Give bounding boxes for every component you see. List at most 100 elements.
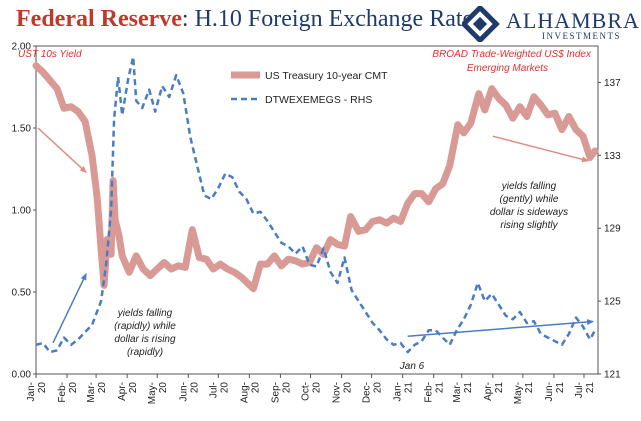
chart-title-bold: Federal Reserve bbox=[16, 6, 182, 32]
x-tick-year: 21 bbox=[524, 382, 535, 394]
trend-arrow-red bbox=[37, 127, 87, 173]
x-tick-month: Apr- bbox=[117, 382, 128, 401]
trend-arrow-blue bbox=[52, 273, 87, 344]
logo-emblem-icon bbox=[460, 4, 500, 44]
right-tick-label: 129 bbox=[604, 224, 621, 235]
chart-title-rest: : H.10 Foreign Exchange Rates bbox=[181, 6, 483, 32]
x-tick-label: Jul- 21 bbox=[574, 382, 596, 399]
x-tick-year: 21 bbox=[435, 382, 446, 394]
x-tick-year: 20 bbox=[97, 382, 108, 394]
x-tick-label: Jan- 21 bbox=[393, 382, 415, 402]
legend-label-dollar: DTWEXEMEGS - RHS bbox=[265, 94, 372, 106]
annotation-late-line4: rising slightly bbox=[500, 220, 558, 231]
annotation-early-line2: (rapidly) while bbox=[114, 321, 176, 332]
left-axis-label: UST 10s Yield bbox=[18, 49, 82, 60]
x-tick-month: Oct- bbox=[300, 382, 311, 401]
x-tick-label: Feb- 20 bbox=[57, 382, 79, 403]
x-tick-month: Feb- bbox=[424, 382, 435, 403]
x-tick-label: Apr- 21 bbox=[483, 382, 505, 401]
annotation-early-line4: (rapidly) bbox=[127, 347, 163, 358]
trend-arrow-red bbox=[492, 135, 589, 163]
x-tick-month: Apr- bbox=[483, 382, 494, 401]
brand-logo: ALHAMBRA INVESTMENTS bbox=[460, 4, 640, 44]
x-tick-label: Aug- 20 bbox=[239, 382, 261, 404]
x-tick-label: Oct- 20 bbox=[300, 382, 322, 401]
left-tick-label: 0.00 bbox=[12, 370, 32, 381]
x-tick-year: 20 bbox=[37, 382, 48, 394]
legend: US Treasury 10-year CMT DTWEXEMEGS - RHS bbox=[231, 70, 388, 106]
yield-series bbox=[32, 62, 599, 293]
x-tick-month: May- bbox=[147, 382, 158, 404]
x-tick-month: Nov- bbox=[332, 382, 343, 403]
x-tick-label: Mar- 21 bbox=[452, 382, 474, 403]
right-tick-label: 137 bbox=[604, 78, 621, 89]
x-tick-month: Feb- bbox=[57, 382, 68, 403]
left-tick-label: 1.50 bbox=[12, 124, 32, 135]
annotation-late-line1: yields falling bbox=[501, 181, 557, 192]
logo-subtitle: INVESTMENTS bbox=[542, 31, 621, 41]
x-tick-label: Jun- 21 bbox=[544, 382, 566, 402]
x-tick-label: Jan- 20 bbox=[26, 382, 48, 402]
x-tick-year: 20 bbox=[189, 382, 200, 394]
left-tick-label: 1.00 bbox=[12, 206, 32, 217]
x-tick-year: 20 bbox=[158, 382, 169, 394]
trend-arrow-blue bbox=[407, 319, 594, 338]
chart-title: Federal Reserve: H.10 Foreign Exchange R… bbox=[16, 6, 483, 33]
right-axis-label-line2: Emerging Markets bbox=[467, 63, 548, 74]
x-tick-month: Mar- bbox=[86, 382, 97, 403]
x-tick-label: Sep- 20 bbox=[270, 382, 292, 404]
x-tick-label: May- 21 bbox=[513, 382, 535, 405]
x-tick-year: 21 bbox=[585, 382, 596, 394]
x-tick-month: Aug- bbox=[239, 382, 250, 403]
x-tick-year: 20 bbox=[343, 382, 354, 394]
right-axis-label-line1: BROAD Trade-Weighted US$ Index bbox=[432, 49, 592, 60]
x-tick-year: 21 bbox=[463, 382, 474, 394]
x-tick-label: Jun- 20 bbox=[178, 382, 200, 402]
x-tick-label: Dec- 20 bbox=[362, 382, 384, 404]
legend-label-yield: US Treasury 10-year CMT bbox=[265, 70, 388, 82]
annotation-late-line3: dollar is sideways bbox=[490, 207, 568, 218]
x-tick-label: Apr- 20 bbox=[117, 382, 139, 401]
logo-name: ALHAMBRA bbox=[506, 8, 640, 33]
x-tick-month: Jul- bbox=[208, 382, 219, 398]
x-tick-year: 20 bbox=[311, 382, 322, 394]
x-tick-month: Jul- bbox=[574, 382, 585, 398]
annotation-jan6: Jan 6 bbox=[399, 361, 425, 372]
x-tick-month: Dec- bbox=[362, 382, 373, 403]
annotation-early-line3: dollar is rising bbox=[114, 334, 176, 345]
left-tick-label: 2.00 bbox=[12, 42, 32, 53]
annotation-early-line1: yields falling bbox=[117, 308, 173, 319]
series-line-dtwexemegs bbox=[35, 55, 597, 354]
trend-arrows bbox=[37, 127, 594, 344]
x-tick-year: 20 bbox=[219, 382, 230, 394]
x-tick-year: 20 bbox=[281, 382, 292, 394]
dollar-series bbox=[35, 55, 597, 354]
x-tick-month: Jan- bbox=[26, 382, 37, 401]
x-tick-year: 21 bbox=[404, 382, 415, 394]
x-tick-label: Nov- 20 bbox=[332, 382, 354, 404]
x-tick-year: 21 bbox=[555, 382, 566, 394]
left-tick-label: 0.50 bbox=[12, 288, 32, 299]
x-tick-label: May- 20 bbox=[147, 382, 169, 405]
x-tick-month: Sep- bbox=[270, 382, 281, 403]
right-tick-label: 121 bbox=[604, 370, 621, 381]
annotation-late-line2: (gently) while bbox=[500, 194, 559, 205]
x-tick-year: 20 bbox=[250, 382, 261, 394]
annotation-early: yields falling (rapidly) while dollar is… bbox=[114, 308, 176, 358]
x-tick-month: May- bbox=[513, 382, 524, 404]
annotation-late: yields falling (gently) while dollar is … bbox=[490, 181, 568, 231]
x-tick-month: Jun- bbox=[544, 382, 555, 401]
x-tick-month: Mar- bbox=[452, 382, 463, 403]
series-line-us-treasury-10y bbox=[32, 62, 599, 293]
right-tick-label: 125 bbox=[604, 297, 621, 308]
x-tick-label: Feb- 21 bbox=[424, 382, 446, 403]
x-tick-year: 20 bbox=[128, 382, 139, 394]
x-tick-year: 21 bbox=[494, 382, 505, 394]
x-tick-month: Jan- bbox=[393, 382, 404, 401]
x-tick-month: Jun- bbox=[178, 382, 189, 401]
x-tick-label: Mar- 20 bbox=[86, 382, 108, 403]
right-tick-label: 133 bbox=[604, 151, 621, 162]
x-tick-year: 20 bbox=[373, 382, 384, 394]
x-tick-label: Jul- 20 bbox=[208, 382, 230, 399]
